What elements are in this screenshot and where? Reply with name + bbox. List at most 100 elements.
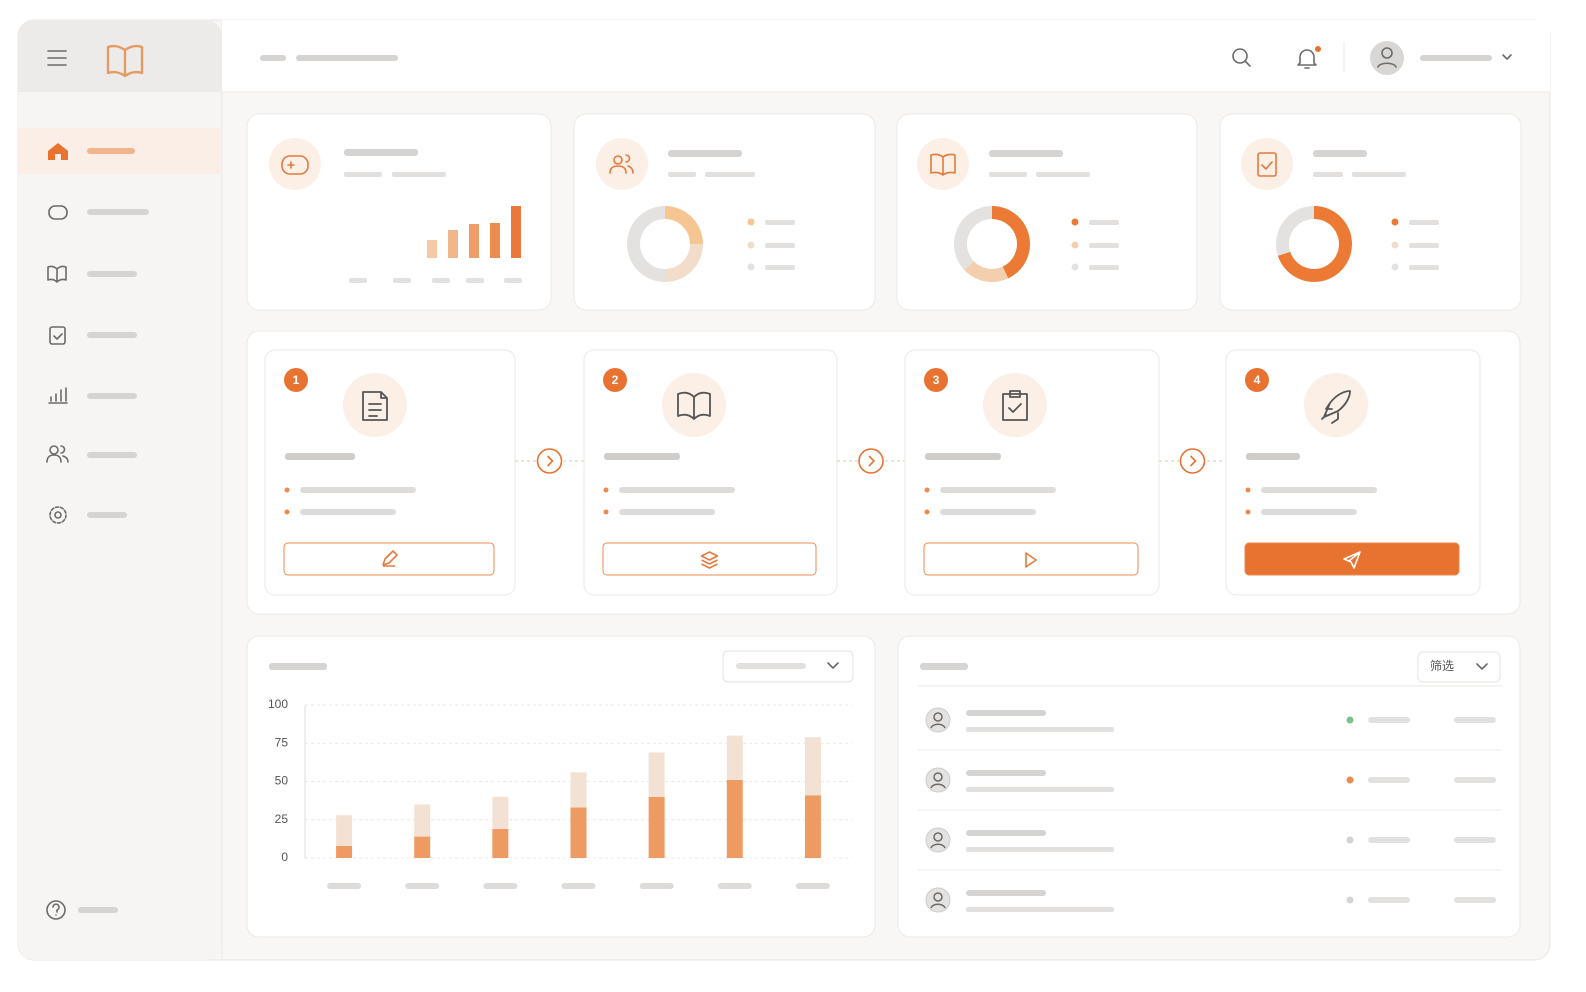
step-button[interactable] (283, 542, 495, 576)
step-badge (1245, 368, 1269, 392)
avatar-head (933, 892, 943, 902)
avatar-body (930, 723, 946, 729)
arrow-chevron (1189, 455, 1197, 467)
step-icon (1002, 390, 1028, 421)
step-button[interactable] (923, 542, 1139, 576)
step-button[interactable] (602, 542, 817, 576)
y-tick-label: 50 (275, 774, 289, 788)
placeholder-text (1454, 717, 1496, 723)
placeholder-text (966, 890, 1046, 896)
placeholder-text (1368, 717, 1410, 723)
bullet (284, 487, 290, 493)
step-badge (924, 368, 948, 392)
bar-segment (570, 807, 587, 858)
step-badge (603, 368, 627, 392)
placeholder-text (966, 727, 1114, 732)
bar-segment (648, 752, 665, 797)
workflow-steps: 1 2 3 4 (264, 349, 1481, 596)
placeholder-text (920, 663, 968, 670)
step-icon (677, 391, 711, 420)
button-icon (1343, 551, 1361, 569)
mini-bar (427, 240, 437, 258)
placeholder-text (619, 509, 715, 515)
button-icon (1025, 552, 1037, 568)
period-dropdown[interactable] (722, 650, 854, 683)
notification-button[interactable] (1297, 46, 1321, 69)
bar-segment (804, 737, 821, 796)
bullet (1245, 487, 1251, 493)
placeholder-text (87, 148, 135, 154)
donut-segment (964, 261, 1009, 282)
placeholder-text (966, 830, 1046, 836)
avatar (925, 707, 951, 733)
bar-segment (648, 796, 665, 858)
status-dot (1346, 716, 1354, 724)
top-bar (222, 20, 1550, 92)
workflow-panel (246, 330, 1521, 615)
placeholder-text (966, 770, 1046, 776)
x-tick-placeholder (717, 883, 752, 889)
y-tick-label: 100 (268, 697, 288, 711)
donut-segment (627, 206, 665, 282)
arrow-chevron (546, 455, 554, 467)
placeholder-text (300, 509, 396, 515)
step-number: 4 (1254, 373, 1261, 387)
bar-segment (726, 735, 743, 780)
placeholder-text (966, 847, 1114, 852)
avatar (925, 887, 951, 913)
bullet (603, 487, 609, 493)
breadcrumb (260, 55, 286, 61)
donut-segment (992, 206, 1030, 279)
home-icon (48, 143, 68, 160)
bullet (603, 509, 609, 515)
mini-bar (469, 224, 479, 258)
next-arrow (858, 448, 884, 474)
y-tick-label: 0 (281, 850, 288, 864)
search-button[interactable] (1232, 48, 1251, 67)
filter-dropdown[interactable]: 筛选 (1417, 651, 1501, 683)
placeholder-text (966, 710, 1046, 716)
status-dot (1346, 896, 1354, 904)
step-number: 1 (293, 373, 300, 387)
avatar-head (933, 832, 943, 842)
breadcrumb (296, 55, 398, 61)
avatar-body (930, 903, 946, 909)
bar-segment (726, 779, 743, 858)
donut-segment (1275, 206, 1314, 256)
step-badge (284, 368, 308, 392)
bar-segment (414, 804, 431, 837)
placeholder-text (269, 663, 327, 670)
placeholder-text (1454, 777, 1496, 783)
bar-segment (336, 815, 353, 846)
placeholder-text (966, 907, 1114, 912)
bar-segment (414, 836, 431, 858)
menu-button[interactable] (47, 50, 67, 66)
placeholder-text (940, 509, 1036, 515)
list-card (897, 635, 1521, 938)
user-menu[interactable] (1370, 41, 1512, 75)
avatar (925, 767, 951, 793)
placeholder-text (925, 453, 1001, 460)
bullet (924, 487, 930, 493)
next-arrow (536, 448, 563, 474)
mini-bar (448, 230, 458, 258)
mini-bar (511, 206, 521, 258)
avatar-head (933, 772, 943, 782)
step-icon-bg (1304, 373, 1368, 437)
avatar-body (930, 843, 946, 849)
step-number: 2 (612, 373, 619, 387)
placeholder-text (1261, 509, 1357, 515)
bullet (924, 509, 930, 515)
avatar (925, 827, 951, 853)
nav-items[interactable] (46, 205, 149, 920)
mini-bar (490, 223, 500, 258)
logo (106, 44, 144, 78)
step-icon (1321, 390, 1351, 424)
donut-segment (954, 206, 992, 271)
placeholder-text (604, 453, 680, 460)
x-tick-placeholder (639, 883, 674, 889)
step-number: 3 (933, 373, 940, 387)
donut-segment (665, 244, 703, 282)
avatar-head (933, 712, 943, 722)
